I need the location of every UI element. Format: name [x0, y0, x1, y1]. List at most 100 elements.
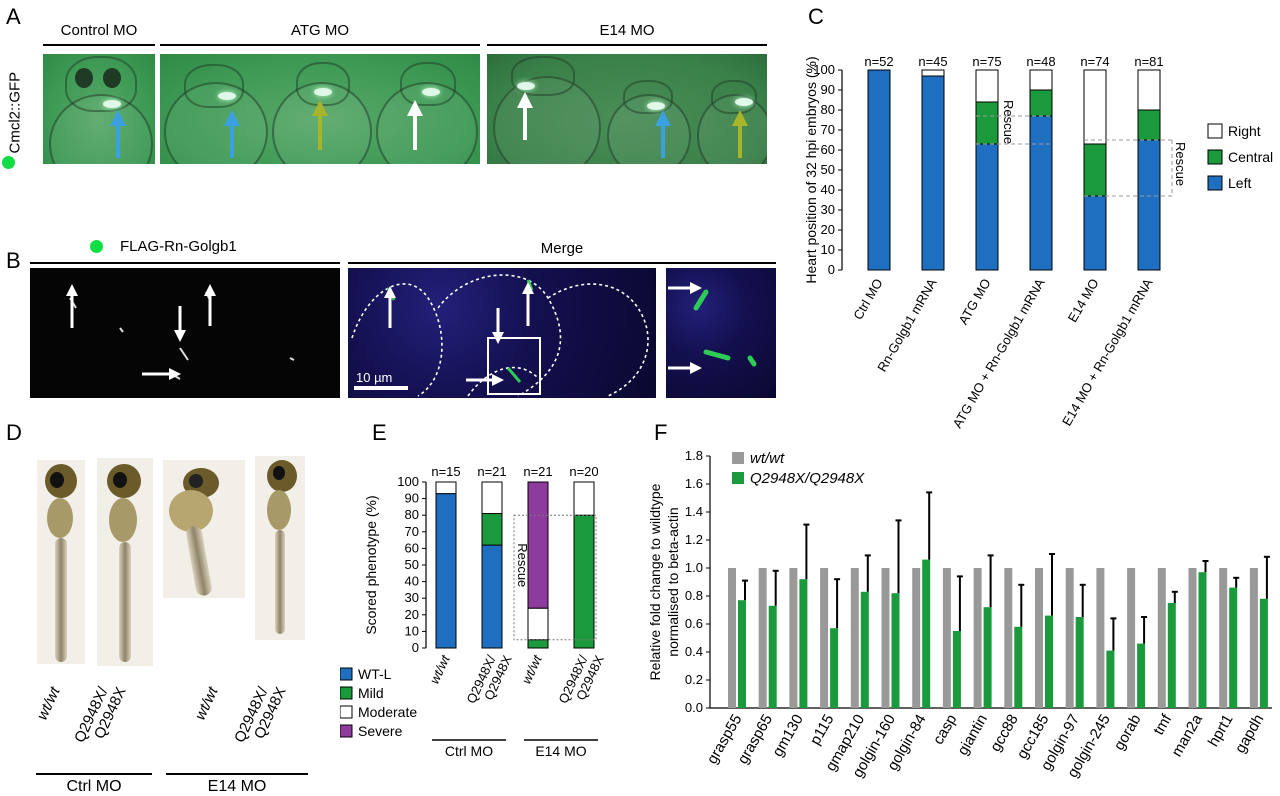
c-legend-label: Central [1228, 149, 1273, 165]
chart-f: 0.0 0.2 0.4 0.6 0.8 1.0 1.2 1.4 1.6 1.8 Relative f… [647, 448, 1272, 781]
f-bar-wt [1188, 568, 1197, 708]
c-ytick-label: 10 [821, 242, 835, 257]
e-ytick-label: 80 [405, 507, 419, 522]
e-legend-swatch [340, 667, 353, 681]
c-bar-left [1083, 195, 1107, 271]
larva-photo-1 [37, 460, 85, 664]
e-n-label: n=21 [523, 464, 552, 479]
c-ytick-label: 90 [821, 82, 835, 97]
f-bar-wt [942, 568, 951, 708]
f-category-label: giantin [954, 712, 991, 759]
e-n-label: n=21 [477, 464, 506, 479]
c-legend-label: Right [1228, 123, 1261, 139]
f-legend-label: Q2948X/Q2948X [750, 470, 865, 487]
f-bar-wt [1249, 568, 1258, 708]
c-bar-left [975, 143, 999, 271]
f-bar-mut [768, 605, 777, 708]
f-ytick-label: 0.2 [685, 672, 703, 687]
panel-label-c: C [808, 4, 824, 29]
f-ytick-label: 1.6 [685, 476, 703, 491]
e-rescue-box [513, 514, 597, 641]
panel-b-rule-right [348, 262, 776, 264]
embryo-photo-control [43, 54, 155, 164]
f-ytick-label: 1.4 [685, 504, 703, 519]
c-ytick-label: 0 [828, 262, 835, 277]
c-category-label: Rn-Golgb1 mRNA [874, 276, 940, 375]
c-ytick-label: 70 [821, 122, 835, 137]
f-category-label: gm130 [769, 712, 807, 760]
c-ytick-label: 40 [821, 182, 835, 197]
merge-image: 10 µm [348, 268, 656, 398]
c-legend-swatch [1207, 175, 1223, 191]
c-n-label: n=45 [918, 54, 947, 69]
panel-label-a: A [6, 4, 21, 29]
f-ytick-label: 1.2 [685, 532, 703, 547]
panel-b-header-left: FLAG-Rn-Golgb1 [120, 238, 237, 255]
f-ytick-label: 0.6 [685, 616, 703, 631]
c-n-label: n=81 [1134, 54, 1163, 69]
c-legend-swatch [1207, 123, 1223, 139]
e-ytick-label: 60 [405, 540, 419, 555]
gfp-dot-icon [2, 156, 15, 169]
e-category-label: wt/wt [519, 652, 546, 686]
e-legend-label: Moderate [358, 704, 417, 720]
f-bar-wt [820, 568, 829, 708]
f-ytick-label: 1.0 [685, 560, 703, 575]
c-ytick-label: 100 [813, 62, 835, 77]
f-bar-wt [789, 568, 798, 708]
c-category-label: ATG MO [955, 276, 993, 327]
c-bar-left [921, 75, 945, 271]
c-n-label: n=74 [1080, 54, 1109, 69]
c-bar-central [1137, 109, 1161, 141]
f-bar-mut [1229, 587, 1238, 708]
e-bar-mild [527, 639, 549, 649]
c-category-label: Ctrl MO [850, 276, 885, 322]
panel-a-header-e14: E14 MO [599, 22, 655, 39]
f-bar-wt [973, 568, 982, 708]
c-bar-right [921, 69, 945, 77]
f-bar-mut [1106, 650, 1115, 708]
f-bar-wt [1096, 568, 1105, 708]
panel-label-b: B [6, 248, 21, 273]
f-bar-mut [1014, 626, 1023, 708]
f-category-label: hprt1 [1205, 712, 1237, 750]
c-ytick-label: 30 [821, 202, 835, 217]
panel-d-group-e14: E14 MO [207, 778, 267, 795]
panel-d-label-3: wt/wt [192, 684, 222, 723]
f-bar-mut [1075, 617, 1084, 708]
c-bar-central [1029, 89, 1053, 117]
e-bar-moderate [527, 607, 549, 641]
f-bar-mut [860, 591, 869, 708]
panel-a-side-label: Cmcl2::GFP [2, 48, 42, 169]
c-rescue-label: Rescue [1173, 142, 1188, 186]
f-bar-mut [922, 559, 931, 708]
f-bar-mut [983, 607, 992, 708]
e-legend-swatch [340, 724, 353, 738]
c-bar-central [1083, 143, 1107, 197]
c-ylabel: Heart position of 32 hpi embryos (%) [803, 56, 819, 283]
flag-golgb1-image [30, 268, 340, 398]
f-bar-wt [881, 568, 890, 708]
f-bar-mut [1198, 572, 1207, 708]
f-bar-mut [1045, 615, 1053, 708]
e-bar-mild [573, 514, 595, 649]
panel-a-rule-e14 [487, 44, 767, 46]
e-category-label: wt/wt [427, 652, 454, 686]
f-bar-wt [1219, 568, 1228, 708]
c-category-label: E14 MO + Rn-Golgb1 mRNA [1059, 276, 1156, 429]
e-bar-mild [481, 513, 503, 546]
f-legend-swatch [732, 472, 744, 484]
e-n-label: n=15 [431, 464, 460, 479]
f-bar-wt [728, 568, 736, 708]
e-legend-swatch [340, 686, 353, 700]
panel-a-rule-atg [160, 44, 480, 46]
f-ytick-label: 0.0 [685, 700, 703, 715]
f-bar-wt [758, 568, 767, 708]
c-n-label: n=48 [1026, 54, 1055, 69]
c-ytick-label: 80 [821, 102, 835, 117]
c-bar-right [1083, 69, 1107, 145]
f-category-label: gorab [1111, 712, 1145, 754]
f-bar-mut [1167, 603, 1176, 708]
